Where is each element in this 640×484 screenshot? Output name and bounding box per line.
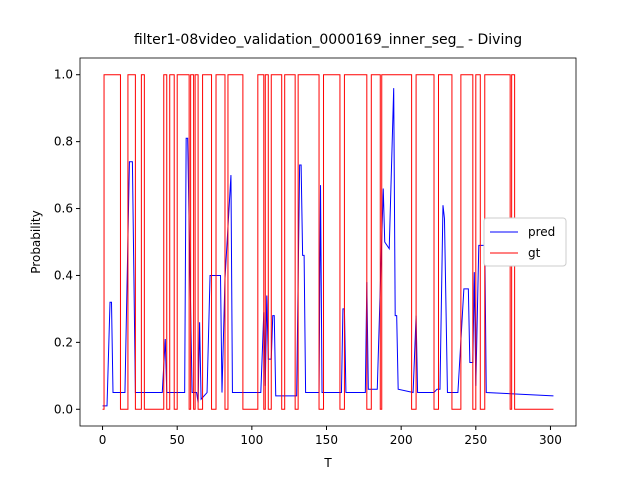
x-tick-label: 150	[315, 433, 338, 447]
series-line	[102, 74, 554, 410]
y-tick-label: 0.2	[54, 335, 73, 349]
x-tick-label: 300	[539, 433, 562, 447]
series-line	[102, 88, 554, 407]
x-tick-label: 200	[390, 433, 413, 447]
y-axis-label: Probability	[29, 210, 43, 273]
y-tick-label: 0.6	[54, 202, 73, 216]
y-tick-label: 0.8	[54, 135, 73, 149]
legend: pred gt	[483, 217, 567, 267]
legend-label: pred	[528, 225, 555, 239]
legend-box	[483, 217, 567, 267]
y-tick-label: 0.0	[54, 402, 73, 416]
y-tick-label: 1.0	[54, 68, 73, 82]
chart-title: filter1-08video_validation_0000169_inner…	[134, 32, 522, 48]
legend-label: gt	[528, 246, 541, 260]
plot-frame	[79, 57, 577, 427]
x-tick-label: 100	[240, 433, 263, 447]
x-axis-label: T	[323, 456, 332, 470]
x-tick-label: 0	[99, 433, 107, 447]
x-tick-label: 250	[464, 433, 487, 447]
x-tick-label: 50	[170, 433, 185, 447]
y-tick-label: 0.4	[54, 268, 73, 282]
